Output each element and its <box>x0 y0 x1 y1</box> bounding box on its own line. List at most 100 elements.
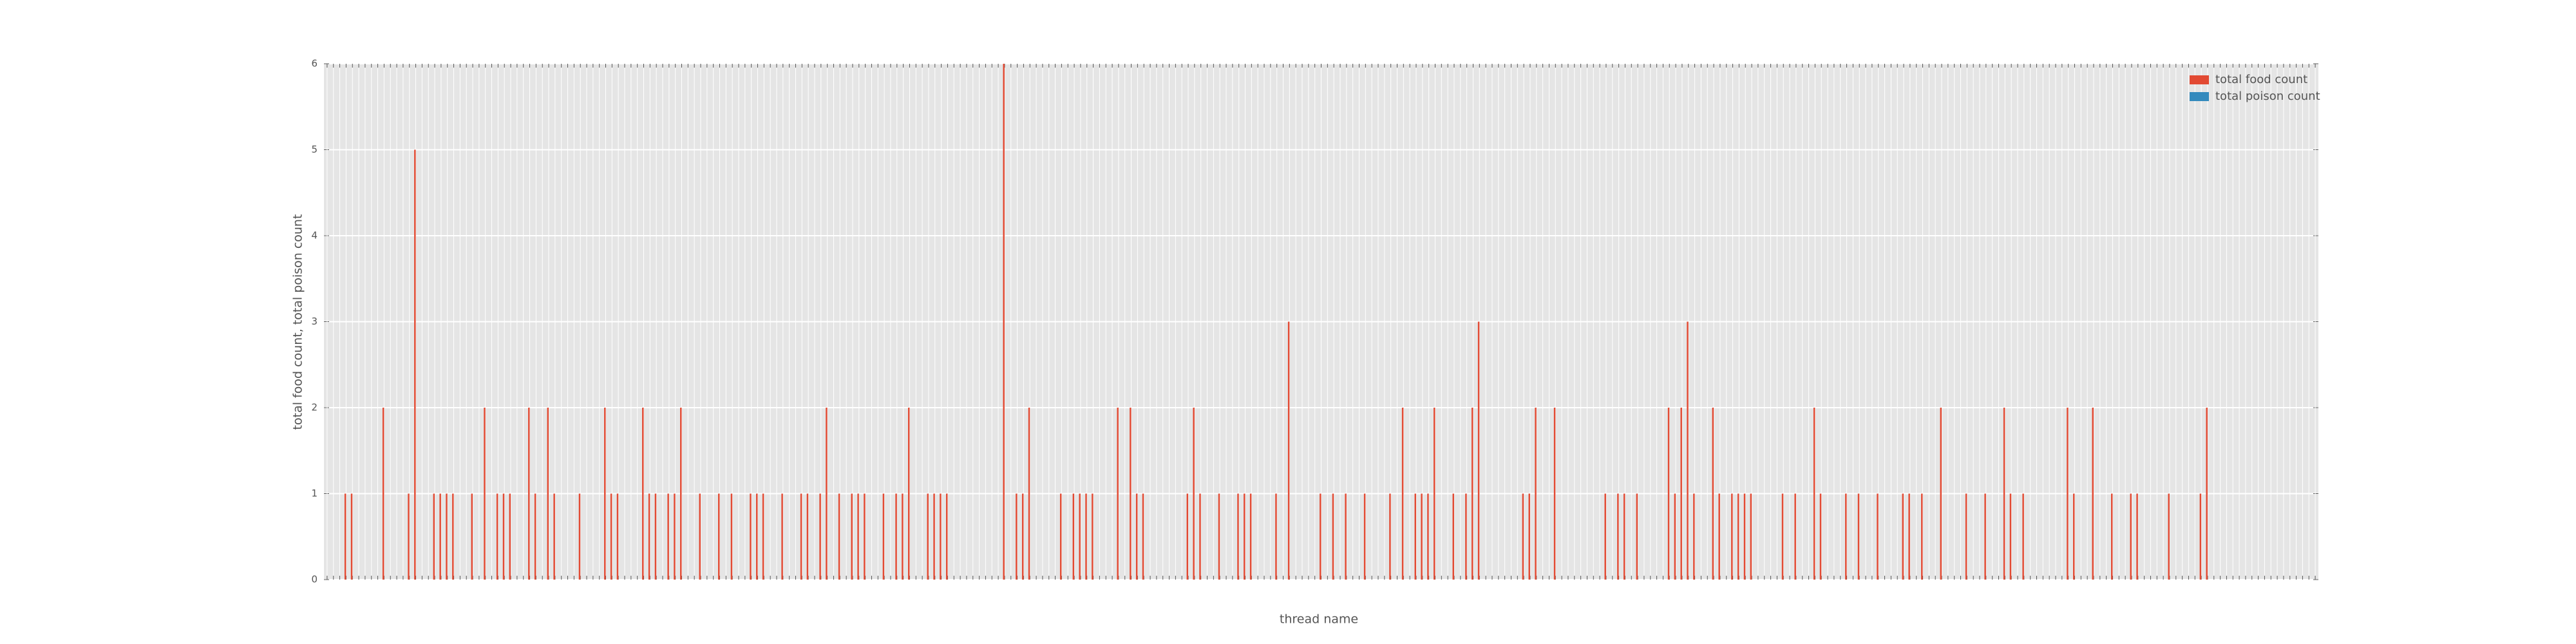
y-tick-label: 2 <box>311 402 317 413</box>
bar <box>414 149 416 580</box>
bar <box>1079 493 1081 580</box>
bar <box>882 493 885 580</box>
bar <box>2130 493 2132 580</box>
bar <box>750 493 752 580</box>
bar <box>806 493 809 580</box>
bar <box>1389 493 1391 580</box>
bar <box>1553 408 1556 580</box>
bar <box>1877 493 1879 580</box>
bar <box>1522 493 1524 580</box>
bar <box>578 493 581 580</box>
bar <box>654 493 657 580</box>
bar <box>838 493 840 580</box>
bar <box>604 408 606 580</box>
legend-swatch <box>2190 92 2209 101</box>
bar <box>408 493 410 580</box>
bar <box>1712 408 1714 580</box>
bar <box>1414 493 1416 580</box>
bar <box>2206 408 2208 580</box>
bar <box>1003 64 1005 580</box>
bar <box>452 493 454 580</box>
bar <box>1199 493 1201 580</box>
bar <box>674 493 676 580</box>
y-tick-label: 5 <box>311 144 317 155</box>
bar <box>446 493 448 580</box>
bar <box>1908 493 1910 580</box>
bar <box>616 493 619 580</box>
bar <box>945 493 948 580</box>
bar <box>1072 493 1075 580</box>
bar <box>781 493 783 580</box>
bar <box>344 493 346 580</box>
bar <box>2136 493 2138 580</box>
bar <box>2003 408 2005 580</box>
bar <box>1320 493 1321 580</box>
bar <box>1857 493 1860 580</box>
legend-swatch <box>2190 75 2209 84</box>
bar <box>2092 408 2094 580</box>
bar <box>1781 493 1784 580</box>
bar <box>1718 493 1720 580</box>
bar <box>1028 408 1030 580</box>
bar <box>730 493 733 580</box>
bar <box>699 493 701 580</box>
bar <box>1016 493 1018 580</box>
bar <box>1813 408 1815 580</box>
bar <box>1617 493 1619 580</box>
bar <box>2073 493 2075 580</box>
bar <box>1687 321 1689 580</box>
bar <box>1819 493 1822 580</box>
bar <box>1434 408 1435 580</box>
bar <box>864 493 866 580</box>
bar <box>667 493 669 580</box>
bar <box>502 493 505 580</box>
bar <box>1363 493 1366 580</box>
bar <box>1528 493 1530 580</box>
bar <box>2168 493 2170 580</box>
bar <box>1237 493 1239 580</box>
bar <box>857 493 859 580</box>
bar <box>642 408 644 580</box>
bar <box>534 493 536 580</box>
bar <box>1674 493 1676 580</box>
bar <box>528 408 530 580</box>
bar <box>1604 493 1606 580</box>
bar <box>1940 408 1942 580</box>
bar <box>1275 493 1277 580</box>
bar <box>1135 493 1138 580</box>
bar <box>1623 493 1625 580</box>
bar <box>756 493 758 580</box>
bar <box>1452 493 1454 580</box>
bar <box>895 493 897 580</box>
bar <box>2111 493 2113 580</box>
bar <box>1085 493 1087 580</box>
bar <box>1472 408 1473 580</box>
bar <box>509 493 511 580</box>
bar <box>2022 493 2024 580</box>
bar <box>2199 493 2202 580</box>
bar <box>553 493 555 580</box>
bar <box>940 493 942 580</box>
bar <box>2067 408 2069 580</box>
bar <box>1092 493 1094 580</box>
bar <box>433 493 435 580</box>
y-tick-label: 3 <box>311 316 317 327</box>
bar <box>1218 493 1220 580</box>
bar <box>680 408 682 580</box>
bar <box>1186 493 1189 580</box>
bar <box>1750 493 1752 580</box>
bar <box>1743 493 1746 580</box>
y-tick-label: 0 <box>311 574 317 585</box>
bar <box>1636 493 1638 580</box>
bar <box>800 493 802 580</box>
bar <box>1427 493 1429 580</box>
bar <box>819 493 821 580</box>
bar <box>1142 493 1144 580</box>
bar <box>1984 493 1986 580</box>
y-tick-label: 4 <box>311 230 317 242</box>
bar <box>1401 408 1404 580</box>
bar <box>471 493 473 580</box>
bar <box>1287 321 1290 580</box>
bar <box>1244 493 1245 580</box>
bar <box>1794 493 1796 580</box>
